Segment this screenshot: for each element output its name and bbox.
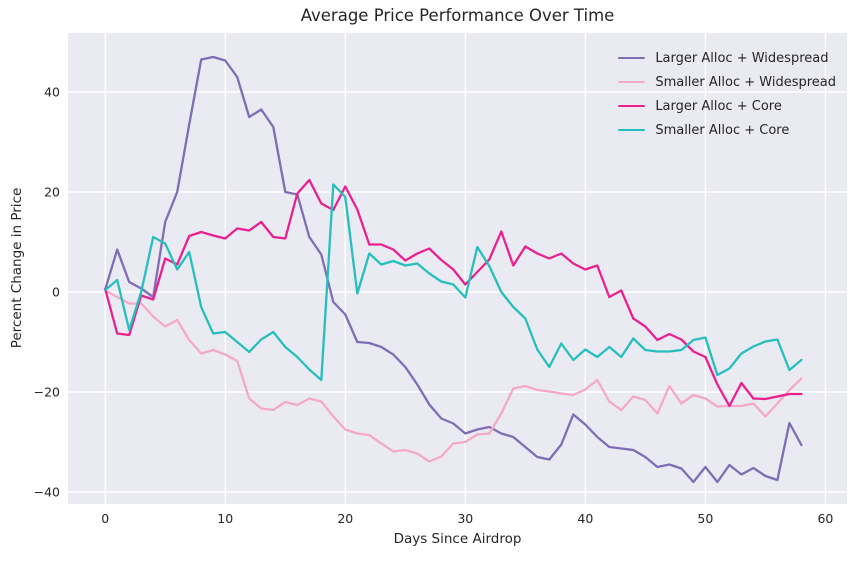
x-tick-label: 30 [457, 511, 474, 526]
legend-line-swatch [618, 104, 646, 108]
legend: Larger Alloc + Widespread Smaller Alloc +… [618, 46, 836, 142]
x-tick-label: 0 [101, 511, 110, 526]
legend-item: Smaller Alloc + Widespread [618, 70, 836, 94]
legend-label: Larger Alloc + Widespread [655, 50, 829, 66]
x-tick-label: 20 [337, 511, 354, 526]
legend-item: Smaller Alloc + Core [618, 118, 836, 142]
legend-line-swatch [618, 128, 646, 132]
y-tick-label: 40 [44, 84, 60, 100]
legend-label: Larger Alloc + Core [655, 98, 782, 114]
legend-item: Larger Alloc + Core [618, 94, 836, 118]
legend-item: Larger Alloc + Widespread [618, 46, 836, 70]
legend-label: Smaller Alloc + Widespread [655, 74, 836, 90]
y-tick-label: −40 [33, 484, 60, 500]
x-tick-label: 40 [577, 511, 594, 526]
legend-label: Smaller Alloc + Core [655, 122, 790, 138]
x-axis-label: Days Since Airdrop [393, 531, 522, 547]
series-line-larger-alloc-core [104, 178, 803, 408]
legend-line-swatch [618, 56, 646, 60]
plot-area: Larger Alloc + Widespread Smaller Alloc +… [68, 33, 847, 504]
y-tick-label: 20 [44, 184, 60, 200]
series-line-smaller-alloc-widespread [104, 289, 803, 463]
y-axis-label: Percent Change in Price [9, 187, 25, 349]
chart-title: Average Price Performance Over Time [300, 6, 615, 25]
series-line-larger-alloc-widespread [104, 55, 803, 484]
x-tick-label: 50 [697, 511, 714, 526]
x-tick-label: 60 [817, 511, 834, 526]
y-tick-label: 0 [52, 284, 60, 300]
chart-canvas [68, 33, 847, 504]
y-tick-label: −20 [33, 384, 60, 400]
x-tick-label: 10 [217, 511, 234, 526]
series-line-smaller-alloc-core [104, 183, 803, 382]
legend-line-swatch [618, 80, 646, 84]
